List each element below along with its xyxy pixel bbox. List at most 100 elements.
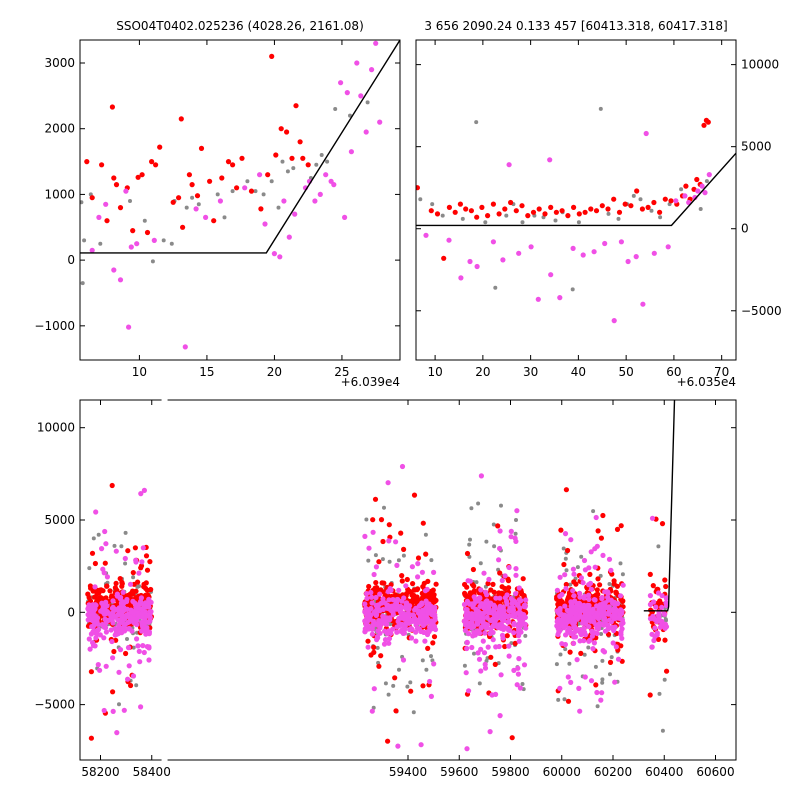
data-point-red bbox=[571, 204, 577, 210]
data-point-magenta bbox=[404, 613, 410, 619]
data-point-magenta bbox=[611, 614, 618, 620]
data-point-magenta bbox=[364, 595, 370, 602]
data-point-magenta bbox=[111, 267, 117, 273]
top-right-x-offset-label: +6.035e4 bbox=[677, 375, 736, 389]
data-point-magenta bbox=[133, 559, 139, 565]
data-point-gray bbox=[222, 215, 227, 220]
data-point-magenta bbox=[508, 528, 514, 535]
data-point-red bbox=[457, 201, 463, 207]
data-point-red bbox=[662, 577, 668, 583]
data-point-magenta bbox=[446, 237, 452, 243]
data-point-red bbox=[655, 636, 662, 643]
data-point-magenta bbox=[413, 638, 419, 644]
data-point-magenta bbox=[103, 663, 109, 669]
data-point-magenta bbox=[383, 616, 389, 622]
data-point-red bbox=[565, 213, 571, 219]
data-point-red bbox=[561, 561, 567, 568]
data-point-magenta bbox=[514, 682, 520, 688]
data-point-red bbox=[107, 588, 113, 594]
data-point-magenta bbox=[399, 463, 406, 470]
data-point-magenta bbox=[490, 239, 496, 245]
data-point-red bbox=[614, 526, 621, 533]
data-point-red bbox=[504, 633, 510, 639]
data-point-magenta bbox=[481, 570, 487, 576]
data-point-red bbox=[576, 211, 582, 217]
data-point-magenta bbox=[374, 607, 380, 613]
data-point-magenta bbox=[262, 221, 268, 227]
data-point-magenta bbox=[471, 594, 477, 600]
data-point-magenta bbox=[609, 624, 616, 630]
data-point-magenta bbox=[535, 296, 541, 302]
data-point-magenta bbox=[416, 626, 422, 632]
data-point-red bbox=[639, 206, 646, 212]
data-point-magenta bbox=[521, 662, 528, 668]
data-point-gray bbox=[476, 501, 481, 506]
data-point-magenta bbox=[128, 244, 134, 250]
data-point-magenta bbox=[577, 629, 583, 635]
data-point-red bbox=[89, 550, 96, 556]
data-point-gray bbox=[96, 532, 101, 537]
data-point-magenta bbox=[93, 635, 99, 641]
data-point-red bbox=[650, 583, 656, 589]
data-point-gray bbox=[424, 667, 429, 672]
data-point-magenta bbox=[559, 641, 565, 647]
data-point-red bbox=[595, 528, 601, 534]
data-point-magenta bbox=[101, 707, 107, 714]
axes-frame bbox=[415, 39, 737, 361]
data-point-magenta bbox=[515, 671, 522, 677]
data-point-gray bbox=[91, 536, 96, 541]
data-point-magenta bbox=[463, 622, 469, 628]
data-point-magenta bbox=[373, 564, 379, 570]
data-point-magenta bbox=[649, 644, 655, 650]
data-point-magenta bbox=[386, 640, 392, 646]
data-point-gray bbox=[408, 680, 413, 685]
data-point-magenta bbox=[114, 730, 120, 736]
data-point-red bbox=[683, 183, 689, 189]
data-point-magenta bbox=[618, 607, 624, 613]
y-tick-label: −5000 bbox=[34, 698, 75, 712]
data-point-gray bbox=[553, 218, 558, 223]
data-point-gray bbox=[620, 572, 625, 577]
data-point-gray bbox=[161, 238, 166, 243]
data-point-red bbox=[433, 597, 439, 604]
data-point-gray bbox=[423, 532, 428, 537]
data-point-red bbox=[647, 692, 653, 698]
data-point-red bbox=[607, 659, 614, 666]
data-point-gray bbox=[117, 702, 121, 707]
data-point-gray bbox=[429, 558, 434, 563]
data-point-magenta bbox=[577, 708, 583, 714]
data-point-magenta bbox=[432, 614, 438, 620]
data-point-magenta bbox=[605, 590, 611, 597]
data-point-red bbox=[186, 172, 192, 178]
data-point-red bbox=[468, 208, 474, 214]
data-point-gray bbox=[600, 677, 605, 682]
data-point-magenta bbox=[528, 244, 534, 250]
data-point-magenta bbox=[574, 601, 581, 607]
data-point-magenta bbox=[461, 618, 467, 624]
data-point-gray bbox=[657, 691, 662, 696]
data-point-magenta bbox=[393, 539, 399, 545]
data-point-gray bbox=[472, 651, 476, 656]
data-point-magenta bbox=[369, 600, 375, 606]
data-point-magenta bbox=[193, 206, 199, 212]
data-point-magenta bbox=[480, 616, 486, 622]
data-point-gray bbox=[558, 652, 563, 657]
data-point-gray bbox=[563, 556, 568, 561]
data-point-red bbox=[431, 634, 438, 640]
data-point-magenta bbox=[649, 631, 655, 637]
data-point-red bbox=[198, 145, 205, 151]
data-point-red bbox=[499, 590, 505, 596]
data-point-magenta bbox=[396, 615, 402, 622]
data-point-red bbox=[414, 587, 420, 593]
data-point-red bbox=[668, 198, 674, 204]
data-point-magenta bbox=[110, 604, 116, 611]
data-point-magenta bbox=[486, 603, 492, 609]
model-line bbox=[416, 152, 736, 227]
top-left-panel: 10 15 20 25 −1000 0 1000 2000 3000 bbox=[34, 39, 401, 379]
data-point-magenta bbox=[619, 626, 625, 632]
data-point-magenta bbox=[323, 172, 329, 178]
data-point-gray bbox=[98, 241, 103, 246]
data-point-red bbox=[463, 592, 469, 599]
data-point-magenta bbox=[146, 597, 152, 604]
data-point-magenta bbox=[409, 564, 415, 570]
